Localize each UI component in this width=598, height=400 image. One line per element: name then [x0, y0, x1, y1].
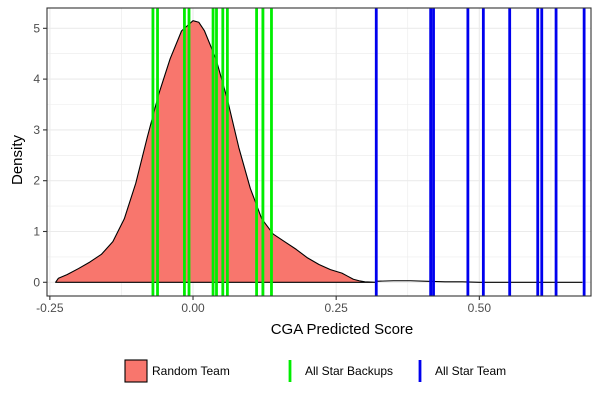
vline-layer — [151, 8, 586, 296]
legend-label-all-star-backups: All Star Backups — [305, 364, 393, 378]
panel-border — [46, 7, 592, 297]
x-tick-label: 0.50 — [468, 301, 492, 315]
y-tick-label: 4 — [33, 72, 40, 86]
x-tick-label: 0.25 — [324, 301, 348, 315]
frame-layer — [46, 7, 592, 297]
x-tick-label: 0.00 — [181, 301, 205, 315]
legend-label-random-team: Random Team — [152, 364, 230, 378]
density-layer — [55, 20, 583, 283]
y-axis-title: Density — [9, 134, 26, 185]
legend-key-random-team — [124, 359, 148, 383]
y-tick-label: 0 — [33, 275, 40, 289]
density-tail-line — [376, 280, 583, 283]
legend: Random Team All Star Backups All Star Team — [124, 359, 506, 383]
x-tick-label: -0.25 — [36, 301, 64, 315]
x-axis-title: CGA Predicted Score — [271, 321, 414, 338]
legend-label-all-star-team: All Star Team — [435, 364, 506, 378]
y-tick-label: 3 — [33, 123, 40, 137]
y-tick-label: 1 — [33, 224, 40, 238]
y-tick-label: 5 — [33, 21, 40, 35]
tick-layer: -0.25 0.00 0.25 0.50 0 1 2 3 4 5 — [33, 21, 491, 315]
y-tick-label: 2 — [33, 174, 40, 188]
